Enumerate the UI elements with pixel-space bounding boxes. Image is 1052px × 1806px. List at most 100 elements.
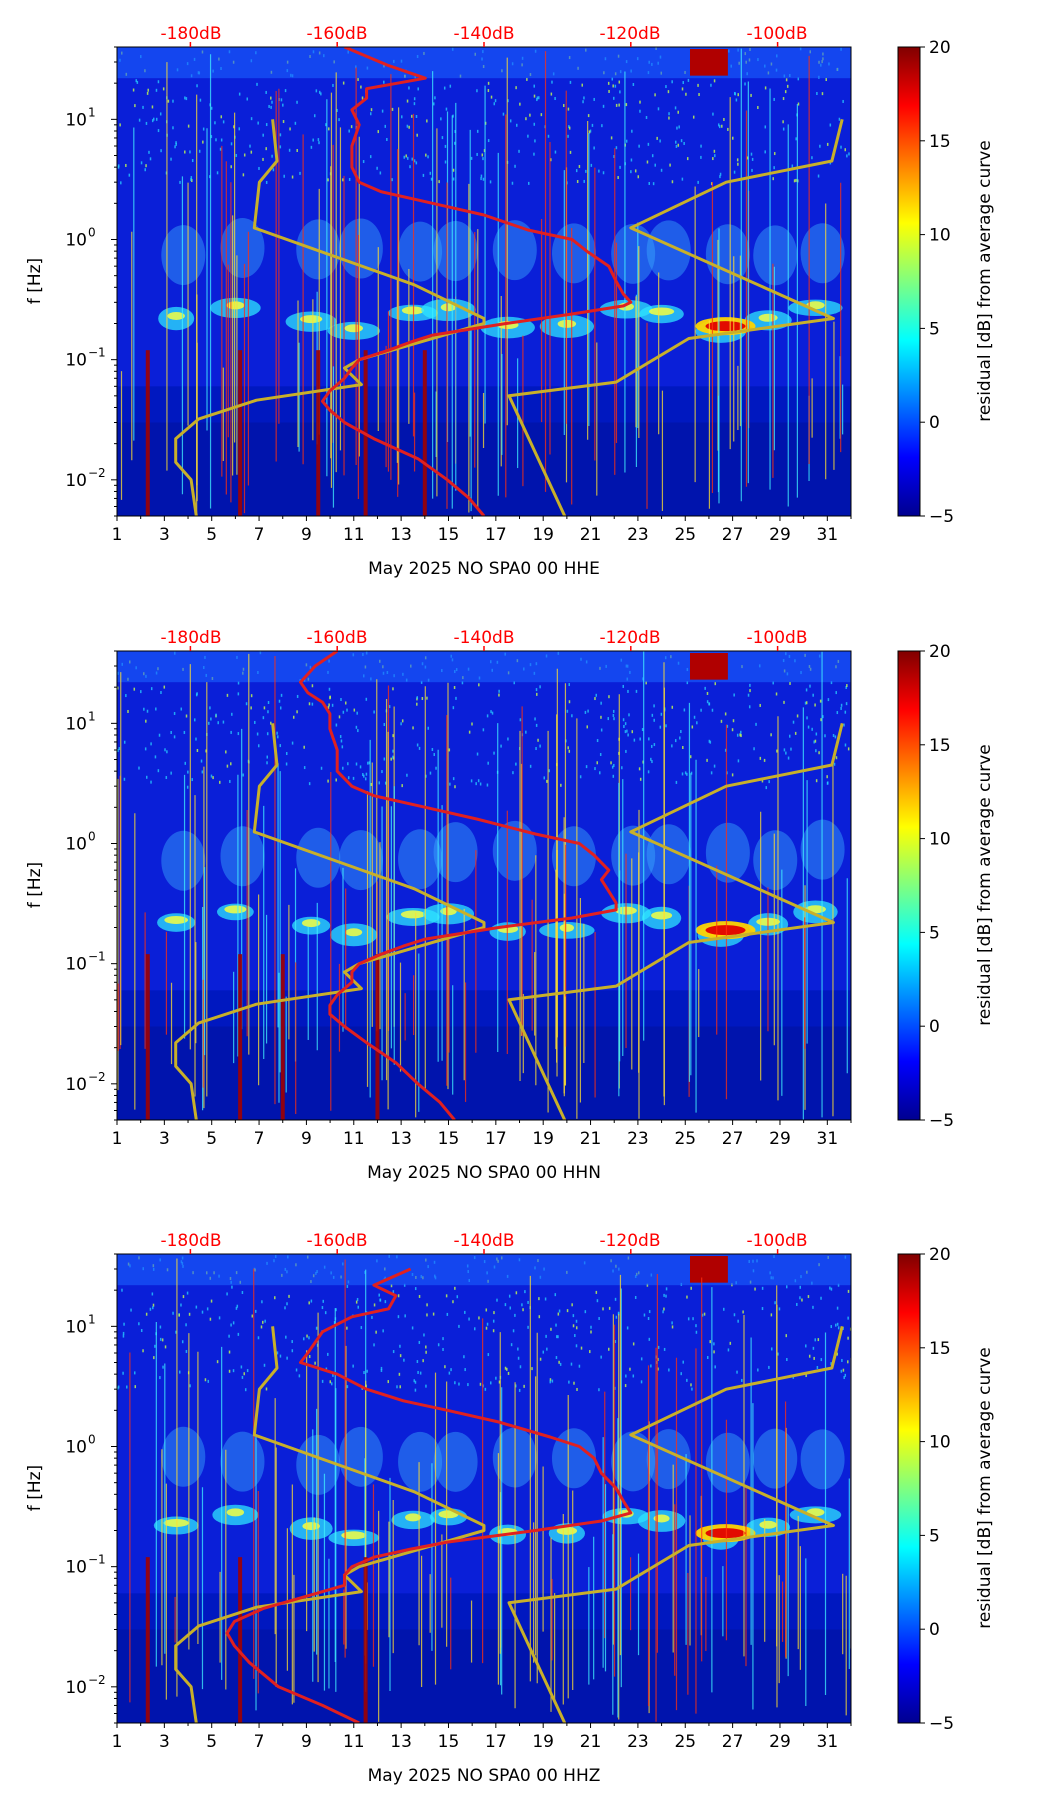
noise-speck [399, 1354, 402, 1358]
noise-speck [270, 96, 272, 100]
x-tick-label: 13 [390, 1129, 412, 1149]
noise-speck [379, 171, 382, 175]
microseism-core [651, 911, 673, 920]
noise-speck [371, 1315, 373, 1319]
microseism-core [226, 1508, 245, 1517]
noise-speck [136, 80, 139, 84]
noise-speck [625, 749, 627, 753]
noise-speck [209, 706, 211, 710]
noise-speck [686, 681, 689, 685]
noise-speck [313, 114, 316, 118]
x-tick-label: 11 [343, 1732, 365, 1752]
y-tick-label: 10 [65, 471, 87, 491]
noise-speck [487, 81, 490, 85]
noise-speck [686, 1295, 688, 1299]
noise-speck [408, 125, 410, 129]
noise-speck [713, 149, 716, 153]
diffuse-band [398, 221, 443, 282]
noise-speck [454, 141, 456, 145]
persistent-spike [363, 1557, 368, 1723]
noise-speck [196, 84, 198, 88]
mean-psd-curve [225, 1267, 633, 1723]
noise-speck [543, 776, 546, 780]
noise-speck [729, 1341, 732, 1345]
x-tick-label: 5 [206, 525, 217, 545]
noise-speck [415, 161, 418, 165]
noise-speck [631, 730, 634, 734]
high-freq-band [117, 1254, 851, 1286]
microseism-core [400, 910, 426, 919]
noise-speck [487, 139, 490, 143]
noise-speck [435, 766, 437, 770]
noise-speck [566, 1309, 569, 1313]
noise-speck [152, 1306, 154, 1310]
noise-speck [145, 1312, 148, 1316]
noise-speck [135, 79, 138, 83]
microseism-core [341, 1531, 367, 1540]
microseism-core [405, 1513, 421, 1522]
noise-speck [308, 1301, 310, 1305]
noise-speck [849, 1327, 851, 1331]
top-axis-label: -120dB [599, 1231, 660, 1251]
noise-speck [485, 1308, 488, 1312]
noise-speck [123, 777, 126, 781]
top-axis-label: -120dB [599, 24, 660, 44]
noise-speck [194, 718, 196, 722]
diffuse-band [161, 225, 206, 286]
noise-speck [332, 83, 334, 87]
noise-speck [721, 124, 723, 128]
noise-speck [759, 703, 761, 707]
noise-speck [551, 80, 553, 84]
noise-speck [118, 747, 121, 751]
noise-speck [140, 1329, 143, 1333]
noise-speck [838, 117, 841, 121]
noise-speck [403, 155, 405, 159]
noise-speck [196, 692, 198, 696]
noise-speck [548, 769, 550, 773]
noise-speck [723, 1307, 725, 1311]
noise-speck [201, 770, 204, 774]
noise-speck [820, 1296, 822, 1300]
noise-speck [755, 722, 757, 726]
x-tick-label: 1 [112, 1732, 123, 1752]
noise-speck [433, 753, 436, 757]
noise-speck [392, 1350, 395, 1354]
noise-speck [484, 1387, 487, 1391]
noise-speck [750, 152, 753, 156]
noise-speck [825, 78, 827, 82]
noise-speck [260, 1325, 263, 1329]
noise-speck [329, 695, 331, 699]
noise-speck [324, 1311, 327, 1315]
noise-speck [698, 93, 700, 97]
noise-speck [685, 92, 687, 96]
noise-speck [785, 1334, 788, 1338]
noise-speck [817, 174, 820, 178]
noise-speck [536, 692, 538, 696]
noise-speck [209, 1317, 212, 1321]
diffuse-band [800, 1429, 845, 1490]
noise-speck [254, 720, 256, 724]
noise-speck [204, 1378, 207, 1382]
noise-speck [708, 702, 710, 706]
noise-speck [288, 148, 291, 152]
noise-speck [615, 146, 618, 150]
diffuse-band [646, 220, 691, 281]
noise-speck [498, 1380, 501, 1384]
noise-speck [815, 732, 818, 736]
noise-speck [279, 706, 282, 710]
noise-speck [612, 713, 615, 717]
noise-speck [822, 715, 824, 719]
noise-speck [842, 1368, 845, 1372]
noise-speck [262, 1320, 264, 1324]
noise-speck [595, 693, 598, 697]
noise-speck [280, 98, 283, 102]
noise-speck [634, 169, 637, 173]
noise-speck [805, 1374, 807, 1378]
noise-speck [413, 97, 416, 101]
noise-speck [468, 730, 471, 734]
noise-speck [368, 761, 371, 765]
noise-speck [776, 749, 778, 753]
noise-speck [847, 1360, 849, 1364]
noise-speck [647, 1316, 650, 1320]
noise-speck [650, 744, 653, 748]
